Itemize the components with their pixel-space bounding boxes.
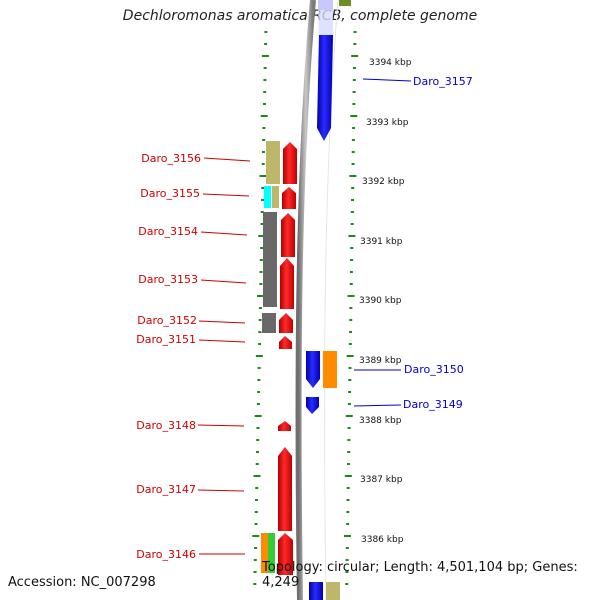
scale-label: 3386 kbp <box>361 535 404 545</box>
gene-label[interactable]: Daro_3149 <box>403 398 463 411</box>
gene-label[interactable]: Daro_3152 <box>137 314 197 327</box>
cds-daro3157 <box>317 35 333 141</box>
cds-daro3146 <box>278 533 293 575</box>
gene-label[interactable]: Daro_3154 <box>138 225 198 238</box>
cog-bar-daro3156 <box>266 141 280 184</box>
label-leaders <box>197 78 412 555</box>
gene-label[interactable]: Daro_3147 <box>136 483 196 496</box>
accession-text: Accession: NC_007298 <box>8 575 156 590</box>
gene-label[interactable]: Daro_3146 <box>136 548 196 561</box>
cds-daro3148 <box>278 421 291 431</box>
scale-label: 3393 kbp <box>366 118 409 128</box>
gene-label[interactable]: Daro_3156 <box>141 152 201 165</box>
inner-tick-ruler <box>252 31 269 585</box>
scale-label: 3394 kbp <box>369 58 412 68</box>
gene-labels: Daro_3157 Daro_3156 Daro_3155 Daro_3154 … <box>136 75 472 561</box>
cds-daro3152 <box>279 313 293 333</box>
gene-label[interactable]: Daro_3151 <box>136 333 196 346</box>
gene-label[interactable]: Daro_3157 <box>413 75 473 88</box>
cds-daro3147 <box>278 447 292 531</box>
cds-daro3155 <box>282 187 296 209</box>
reverse-cds-track <box>306 0 333 600</box>
scale-label: 3387 kbp <box>360 475 403 485</box>
cog-bar-daro3155-cyan <box>264 186 271 208</box>
gene-label[interactable]: Daro_3150 <box>404 363 464 376</box>
cog-bar-daro3146-orange <box>261 533 268 573</box>
cds-daro3150 <box>306 351 320 388</box>
scale-label: 3388 kbp <box>359 416 402 426</box>
cog-bar-top <box>339 0 351 6</box>
cog-bar-daro3152 <box>262 313 276 333</box>
summary-text: Topology: circular; Length: 4,501,104 bp… <box>262 560 578 590</box>
forward-cds-track <box>278 142 297 575</box>
cog-track <box>261 0 351 600</box>
gene-label[interactable]: Daro_3155 <box>140 187 200 200</box>
cds-daro3149 <box>306 397 319 414</box>
scale-label: 3392 kbp <box>362 177 405 187</box>
scale-labels: 3394 kbp 3393 kbp 3392 kbp 3391 kbp 3390… <box>359 58 412 545</box>
cds-daro3154 <box>281 213 295 257</box>
cds-daro3151 <box>279 336 292 349</box>
cds-daro3157-upper <box>318 10 333 35</box>
cds-daro3153 <box>280 258 294 309</box>
cog-bar-bottom <box>326 582 340 600</box>
gene-label[interactable]: Daro_3153 <box>138 273 198 286</box>
cog-bar-daro3155-olive <box>272 186 279 208</box>
cog-bar-daro3154 <box>263 212 277 307</box>
cog-bar-daro3150 <box>323 351 337 388</box>
cds-daro3156 <box>283 142 297 184</box>
map-title: Dechloromonas aromatica RCB, complete ge… <box>122 8 478 24</box>
cds-daro3157-top <box>318 0 333 10</box>
gene-label[interactable]: Daro_3148 <box>136 419 196 432</box>
outer-tick-ruler <box>343 31 359 585</box>
outer-circle-arc <box>324 0 339 600</box>
cog-bar-daro3146-green <box>268 533 275 573</box>
cds-bottom <box>309 582 323 600</box>
backbone-ring <box>295 0 316 600</box>
scale-label: 3389 kbp <box>359 356 402 366</box>
scale-label: 3391 kbp <box>360 237 403 247</box>
scale-label: 3390 kbp <box>359 296 402 306</box>
